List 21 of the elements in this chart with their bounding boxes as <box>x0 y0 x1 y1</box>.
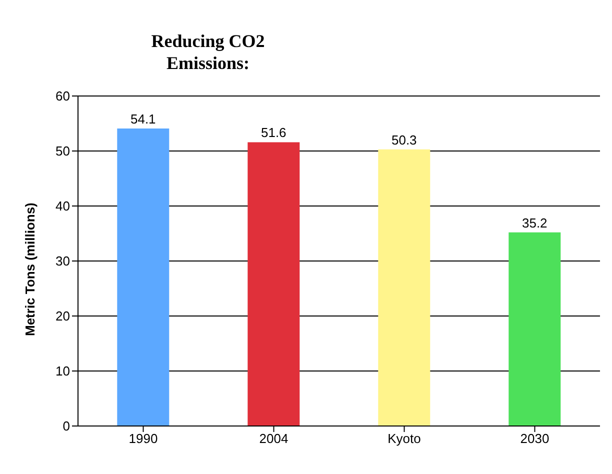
y-tick-label: 10 <box>56 364 70 379</box>
y-tick-label: 20 <box>56 308 70 324</box>
y-tick-label: 60 <box>56 88 70 104</box>
data-label: 54.1 <box>130 111 156 126</box>
y-tick-label: 30 <box>56 254 70 269</box>
bar <box>378 149 430 426</box>
y-tick-label: 50 <box>56 144 70 159</box>
x-tick-label: Kyoto <box>388 431 421 446</box>
data-label: 35.2 <box>522 215 548 230</box>
bar <box>248 142 300 426</box>
x-tick-label: 2030 <box>520 431 550 446</box>
data-label: 51.6 <box>260 125 286 140</box>
bar <box>117 128 170 426</box>
x-tick-label: 2004 <box>259 431 288 446</box>
y-tick-label: 0 <box>62 418 70 434</box>
bar <box>508 232 561 426</box>
x-tick-label: 1990 <box>128 431 158 446</box>
chart-title: Reducing CO2 Emissions: <box>150 30 266 74</box>
y-axis-title: Metric Tons (millions) <box>22 202 38 336</box>
y-tick-label: 40 <box>56 198 70 214</box>
data-label: 50.3 <box>391 132 417 148</box>
